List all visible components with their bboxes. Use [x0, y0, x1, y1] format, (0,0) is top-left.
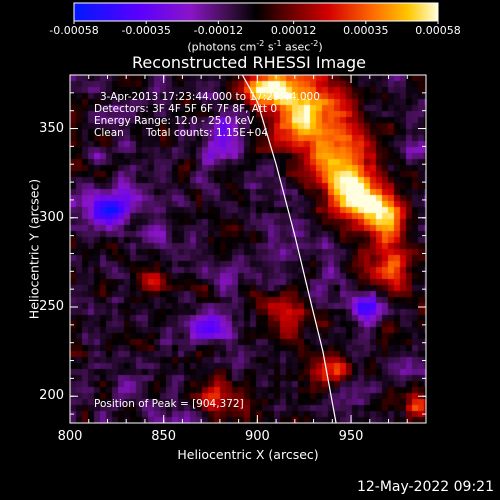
x-axis-label: Heliocentric X (arcsec): [177, 447, 319, 462]
colorbar-tick-label: -0.00035: [121, 24, 171, 37]
y-tick-label: 200: [39, 388, 64, 404]
x-tick-label: 800: [57, 429, 83, 444]
time-range-text: 3-Apr-2013 17:23:44.000 to 17:29:44.000: [100, 91, 320, 103]
colorbar-tick-label: -0.00058: [49, 24, 99, 37]
colorbar-tick-label: 0.00035: [343, 24, 389, 37]
y-tick-label: 250: [39, 299, 64, 314]
solar-limb-curve: [241, 74, 337, 424]
peak-position-text: Position of Peak = [904,372]: [94, 398, 244, 410]
chart-title: Reconstructed RHESSI Image: [132, 53, 366, 72]
energy-range-text: Energy Range: 12.0 - 25.0 keV: [94, 115, 255, 127]
plot-frame: [69, 74, 427, 424]
timestamp: 12-May-2022 09:21: [356, 479, 494, 495]
y-tick-label: 350: [39, 120, 64, 136]
detectors-text: Detectors: 3F 4F 5F 6F 7F 8F, Att 0: [94, 103, 278, 115]
x-tick-label: 850: [151, 429, 177, 444]
colorbar-units: (photons cm-2 s-1 asec-2): [187, 39, 323, 54]
y-tick-label: 300: [39, 209, 64, 225]
heatmap-image: [70, 75, 426, 423]
colorbar: [73, 2, 439, 22]
x-tick-label: 900: [244, 429, 270, 444]
clean-label: Clean: [94, 127, 124, 139]
y-axis-label: Heliocentric Y (arcsec): [26, 178, 42, 320]
colorbar-ticks: [73, 21, 439, 24]
colorbar-tick-label: -0.00012: [193, 24, 244, 37]
colorbar-tick-label: 0.00012: [270, 24, 317, 37]
total-counts-text: Total counts: 1.15E+04: [146, 127, 269, 139]
colorbar-tick-label: 0.00058: [415, 24, 461, 37]
axis-ticks: [69, 74, 427, 423]
x-tick-label: 950: [338, 429, 364, 444]
